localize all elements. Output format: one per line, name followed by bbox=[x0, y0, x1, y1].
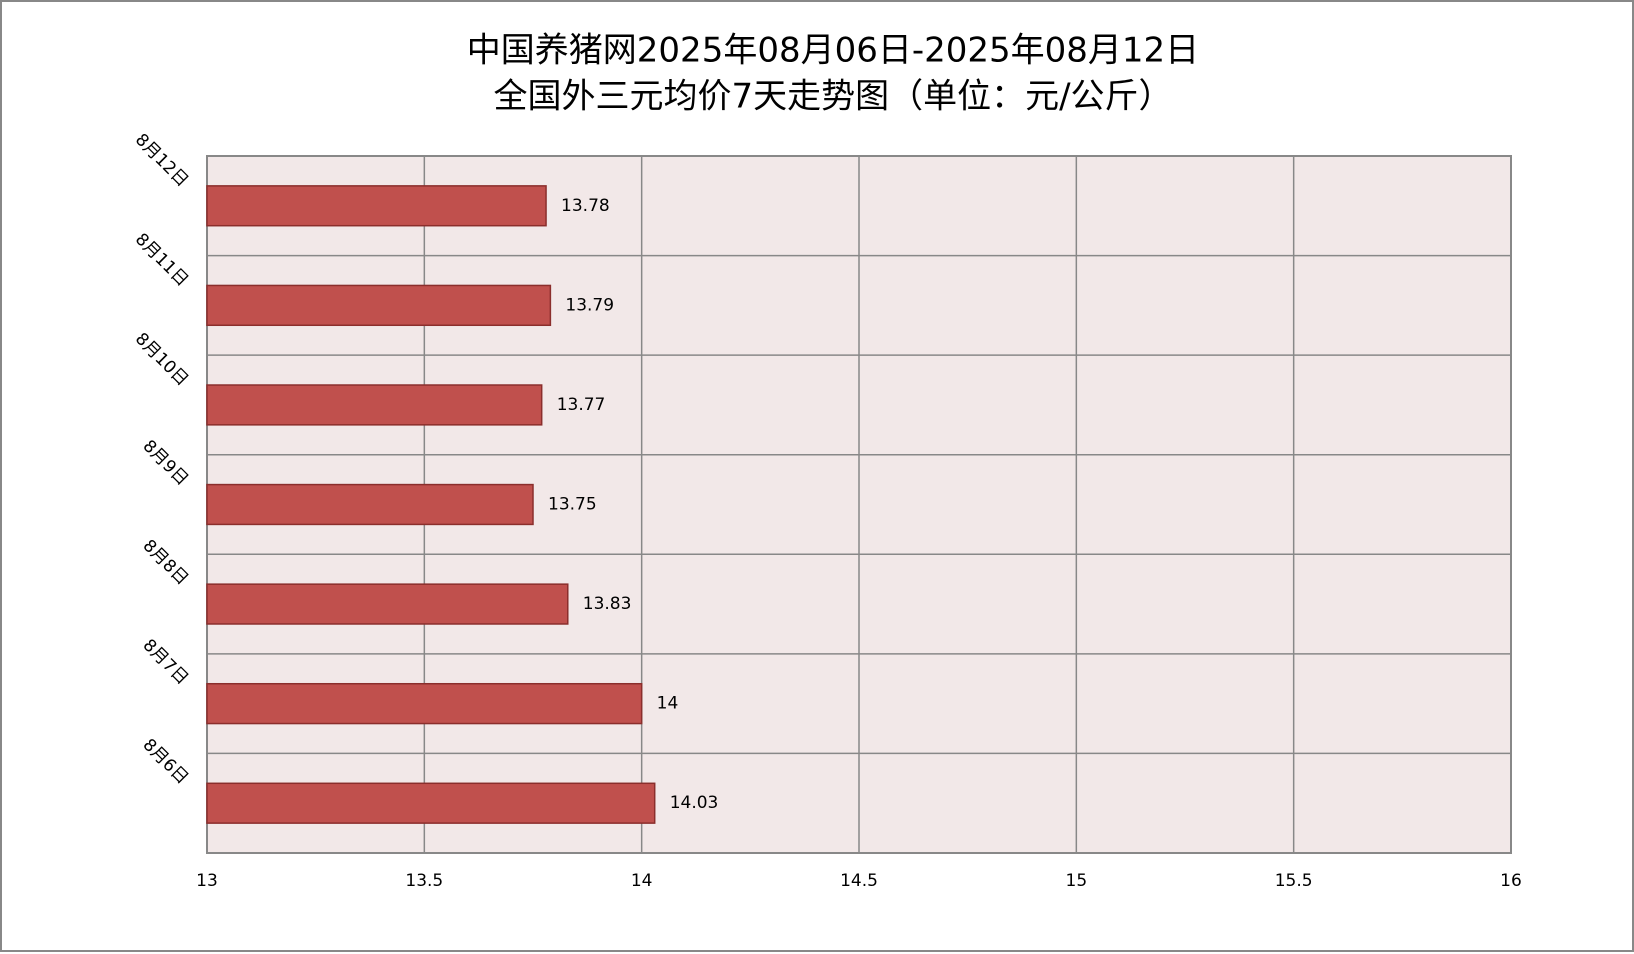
x-tick-label: 16 bbox=[1500, 871, 1522, 891]
x-tick-label: 14.5 bbox=[840, 871, 878, 891]
data-label: 13.75 bbox=[548, 495, 597, 515]
data-label: 14 bbox=[657, 694, 679, 714]
data-label: 13.83 bbox=[583, 594, 632, 614]
bar bbox=[206, 185, 547, 227]
x-tick-label: 15.5 bbox=[1275, 871, 1313, 891]
bar bbox=[206, 384, 543, 426]
chart-title: 中国养猪网2025年08月06日-2025年08月12日 bbox=[467, 31, 1199, 71]
data-label: 13.77 bbox=[557, 395, 606, 415]
bar bbox=[206, 583, 569, 625]
x-tick-label: 13.5 bbox=[405, 871, 443, 891]
data-label: 14.03 bbox=[670, 793, 719, 813]
data-label: 13.79 bbox=[565, 295, 614, 315]
x-tick-label: 14 bbox=[631, 871, 653, 891]
bar bbox=[206, 682, 643, 725]
chart-subtitle: 全国外三元均价7天走势图（单位：元/公斤） bbox=[493, 77, 1172, 117]
bar bbox=[206, 284, 552, 327]
data-label: 13.78 bbox=[561, 196, 610, 216]
x-tick-label: 13 bbox=[196, 871, 218, 891]
bar bbox=[206, 483, 534, 526]
bar bbox=[206, 782, 656, 824]
x-tick-label: 15 bbox=[1066, 871, 1088, 891]
